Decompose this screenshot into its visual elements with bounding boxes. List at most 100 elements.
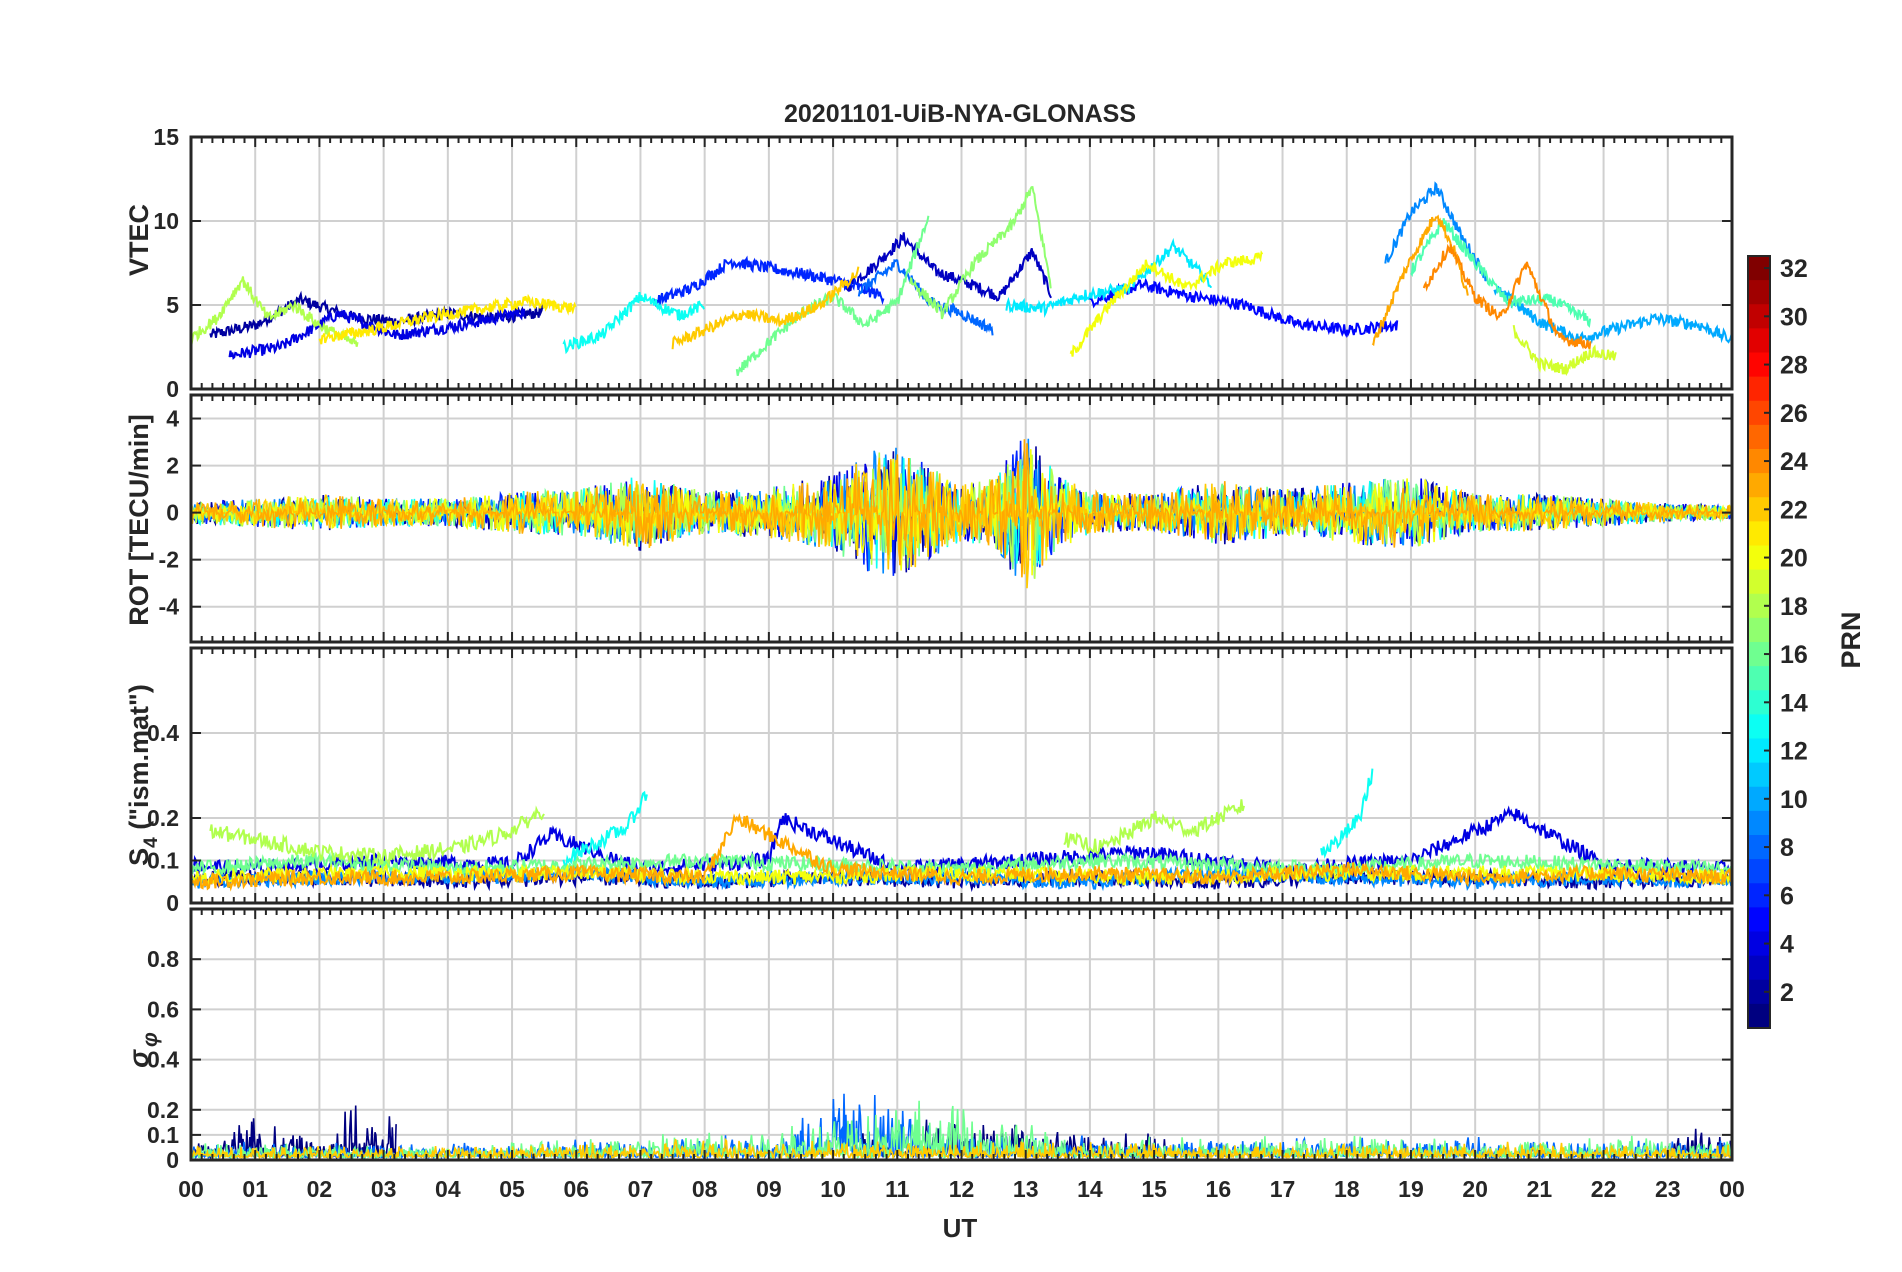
colorbar-segment — [1748, 859, 1770, 884]
x-tick-label: 04 — [435, 1176, 461, 1202]
y-tick-label: 0.2 — [147, 1097, 179, 1123]
y-axis-label-ROT: ROT [TECU/min] — [124, 414, 154, 625]
colorbar-segment — [1748, 449, 1770, 474]
series-line-prn-18 — [1063, 799, 1245, 856]
colorbar-segment — [1748, 521, 1770, 547]
colorbar-segment — [1748, 690, 1770, 715]
colorbar-segment — [1748, 762, 1770, 788]
colorbar-tick-label: 16 — [1780, 641, 1808, 669]
x-tick-label: 19 — [1398, 1176, 1424, 1202]
series-line-prn-3 — [844, 232, 1052, 302]
series-line-prn-2 — [209, 290, 545, 338]
series-line-prn-13 — [562, 291, 705, 355]
x-tick-label: 12 — [949, 1176, 975, 1202]
x-tick-label: 14 — [1077, 1176, 1103, 1202]
y-tick-label: 0.2 — [147, 805, 179, 831]
x-tick-label: 17 — [1270, 1176, 1296, 1202]
series-S4 — [191, 768, 1732, 893]
x-tick-label: 02 — [307, 1176, 333, 1202]
series-line-prn-21 — [318, 293, 577, 345]
colorbar-segment — [1748, 955, 1770, 981]
colorbar-segment — [1748, 931, 1770, 957]
y-tick-label: -2 — [159, 547, 179, 573]
colorbar-tick-label: 6 — [1780, 882, 1794, 910]
y-tick-label: 10 — [153, 208, 179, 234]
colorbar-frame — [1747, 255, 1771, 1029]
y-axis-label-VTEC: VTEC — [124, 204, 154, 276]
series-line-prn-16 — [735, 215, 930, 377]
colorbar-segment — [1748, 617, 1770, 643]
y-tick-label: 4 — [166, 406, 179, 432]
colorbar-segment — [1748, 376, 1770, 402]
colorbar-segment — [1748, 497, 1770, 522]
x-tick-label: 05 — [499, 1176, 525, 1202]
series-line-prn-12 — [1005, 237, 1212, 318]
colorbar-tick-label: 20 — [1780, 545, 1808, 573]
y-axis-label-sigma_phi: σφ — [124, 1032, 162, 1068]
colorbar-tick-label: 4 — [1780, 931, 1794, 959]
y-tick-label: 0 — [166, 890, 179, 916]
colorbar-segment — [1748, 400, 1770, 426]
colorbar-tick-label: 14 — [1780, 689, 1808, 717]
x-tick-label: 08 — [692, 1176, 718, 1202]
colorbar-segment — [1748, 786, 1770, 812]
series-line-prn-22 — [671, 266, 860, 350]
x-ticks-ROT — [200, 395, 1723, 642]
x-tick-label: 01 — [242, 1176, 268, 1202]
colorbar-segment — [1748, 979, 1770, 1005]
series-line-prn-5 — [1088, 277, 1399, 338]
colorbar-segment — [1748, 352, 1770, 378]
colorbar-segment — [1748, 907, 1770, 933]
series-line-prn-6 — [652, 255, 885, 307]
series-line-prn-19 — [1512, 324, 1617, 377]
colorbar-segment — [1748, 424, 1770, 450]
y-tick-label: 0.6 — [147, 996, 179, 1022]
colorbar-segment — [1748, 569, 1770, 595]
colorbar-tick-label: 2 — [1780, 979, 1794, 1007]
series-line-prn-17 — [909, 186, 1052, 320]
y-tick-label: 0 — [166, 376, 179, 402]
x-axis-label: UT — [943, 1213, 978, 1243]
series-line-prn-4 — [191, 805, 1732, 880]
series-VTEC — [191, 181, 1732, 377]
colorbar-segment — [1748, 642, 1770, 667]
colorbar-segment — [1748, 545, 1770, 571]
y-tick-labels-S4: 0 0.1 0.2 0.4 — [147, 720, 1732, 916]
colorbar-tick-label: 18 — [1780, 593, 1808, 621]
series-line-prn-13 — [1320, 768, 1374, 860]
y-tick-label: 0.1 — [147, 848, 179, 874]
series-ROT — [191, 438, 1732, 589]
x-tick-label: 22 — [1591, 1176, 1617, 1202]
colorbar-tick-label: 32 — [1780, 255, 1808, 283]
x-tick-label: 11 — [885, 1176, 910, 1202]
y-tick-label: 5 — [166, 292, 179, 318]
colorbar-segment — [1748, 835, 1770, 860]
x-tick-label: 21 — [1527, 1176, 1553, 1202]
x-tick-label: 20 — [1462, 1176, 1488, 1202]
y-tick-labels-sigma_phi: 00.10.2 0.4 0.6 0.8 — [147, 946, 1732, 1173]
y-tick-label: 0.1 — [147, 1122, 179, 1148]
colorbar-tick-label: 28 — [1780, 352, 1808, 380]
x-tick-labels: 00 01 02 03 04 05 06 07 08 09 10 11 12 13 14 15 16 17 18 19… — [178, 1176, 1745, 1202]
colorbar-segment — [1748, 883, 1770, 908]
colorbar-tick-label: 22 — [1780, 496, 1808, 524]
colorbar-tick-label: 24 — [1780, 448, 1808, 476]
y-tick-label: 0.4 — [147, 720, 179, 746]
x-tick-label: 00 — [178, 1176, 204, 1202]
series-line-prn-13 — [562, 790, 648, 870]
colorbar-tick-label: 26 — [1780, 400, 1808, 428]
x-tick-label: 18 — [1334, 1176, 1360, 1202]
series-line-prn-23 — [191, 812, 1732, 892]
series-line-prn-20 — [1069, 250, 1264, 357]
series-line-prn-18 — [209, 805, 545, 867]
series-line-prn-16 — [191, 851, 1732, 878]
x-tick-label: 00 — [1719, 1176, 1745, 1202]
y-tick-label: 0 — [166, 500, 179, 526]
x-tick-label: 03 — [371, 1176, 397, 1202]
panel-S4: 0 0.1 0.2 0.4S4 ("ism.mat") — [124, 646, 1734, 916]
x-tick-label: 06 — [563, 1176, 589, 1202]
colorbar-segment — [1748, 328, 1770, 354]
